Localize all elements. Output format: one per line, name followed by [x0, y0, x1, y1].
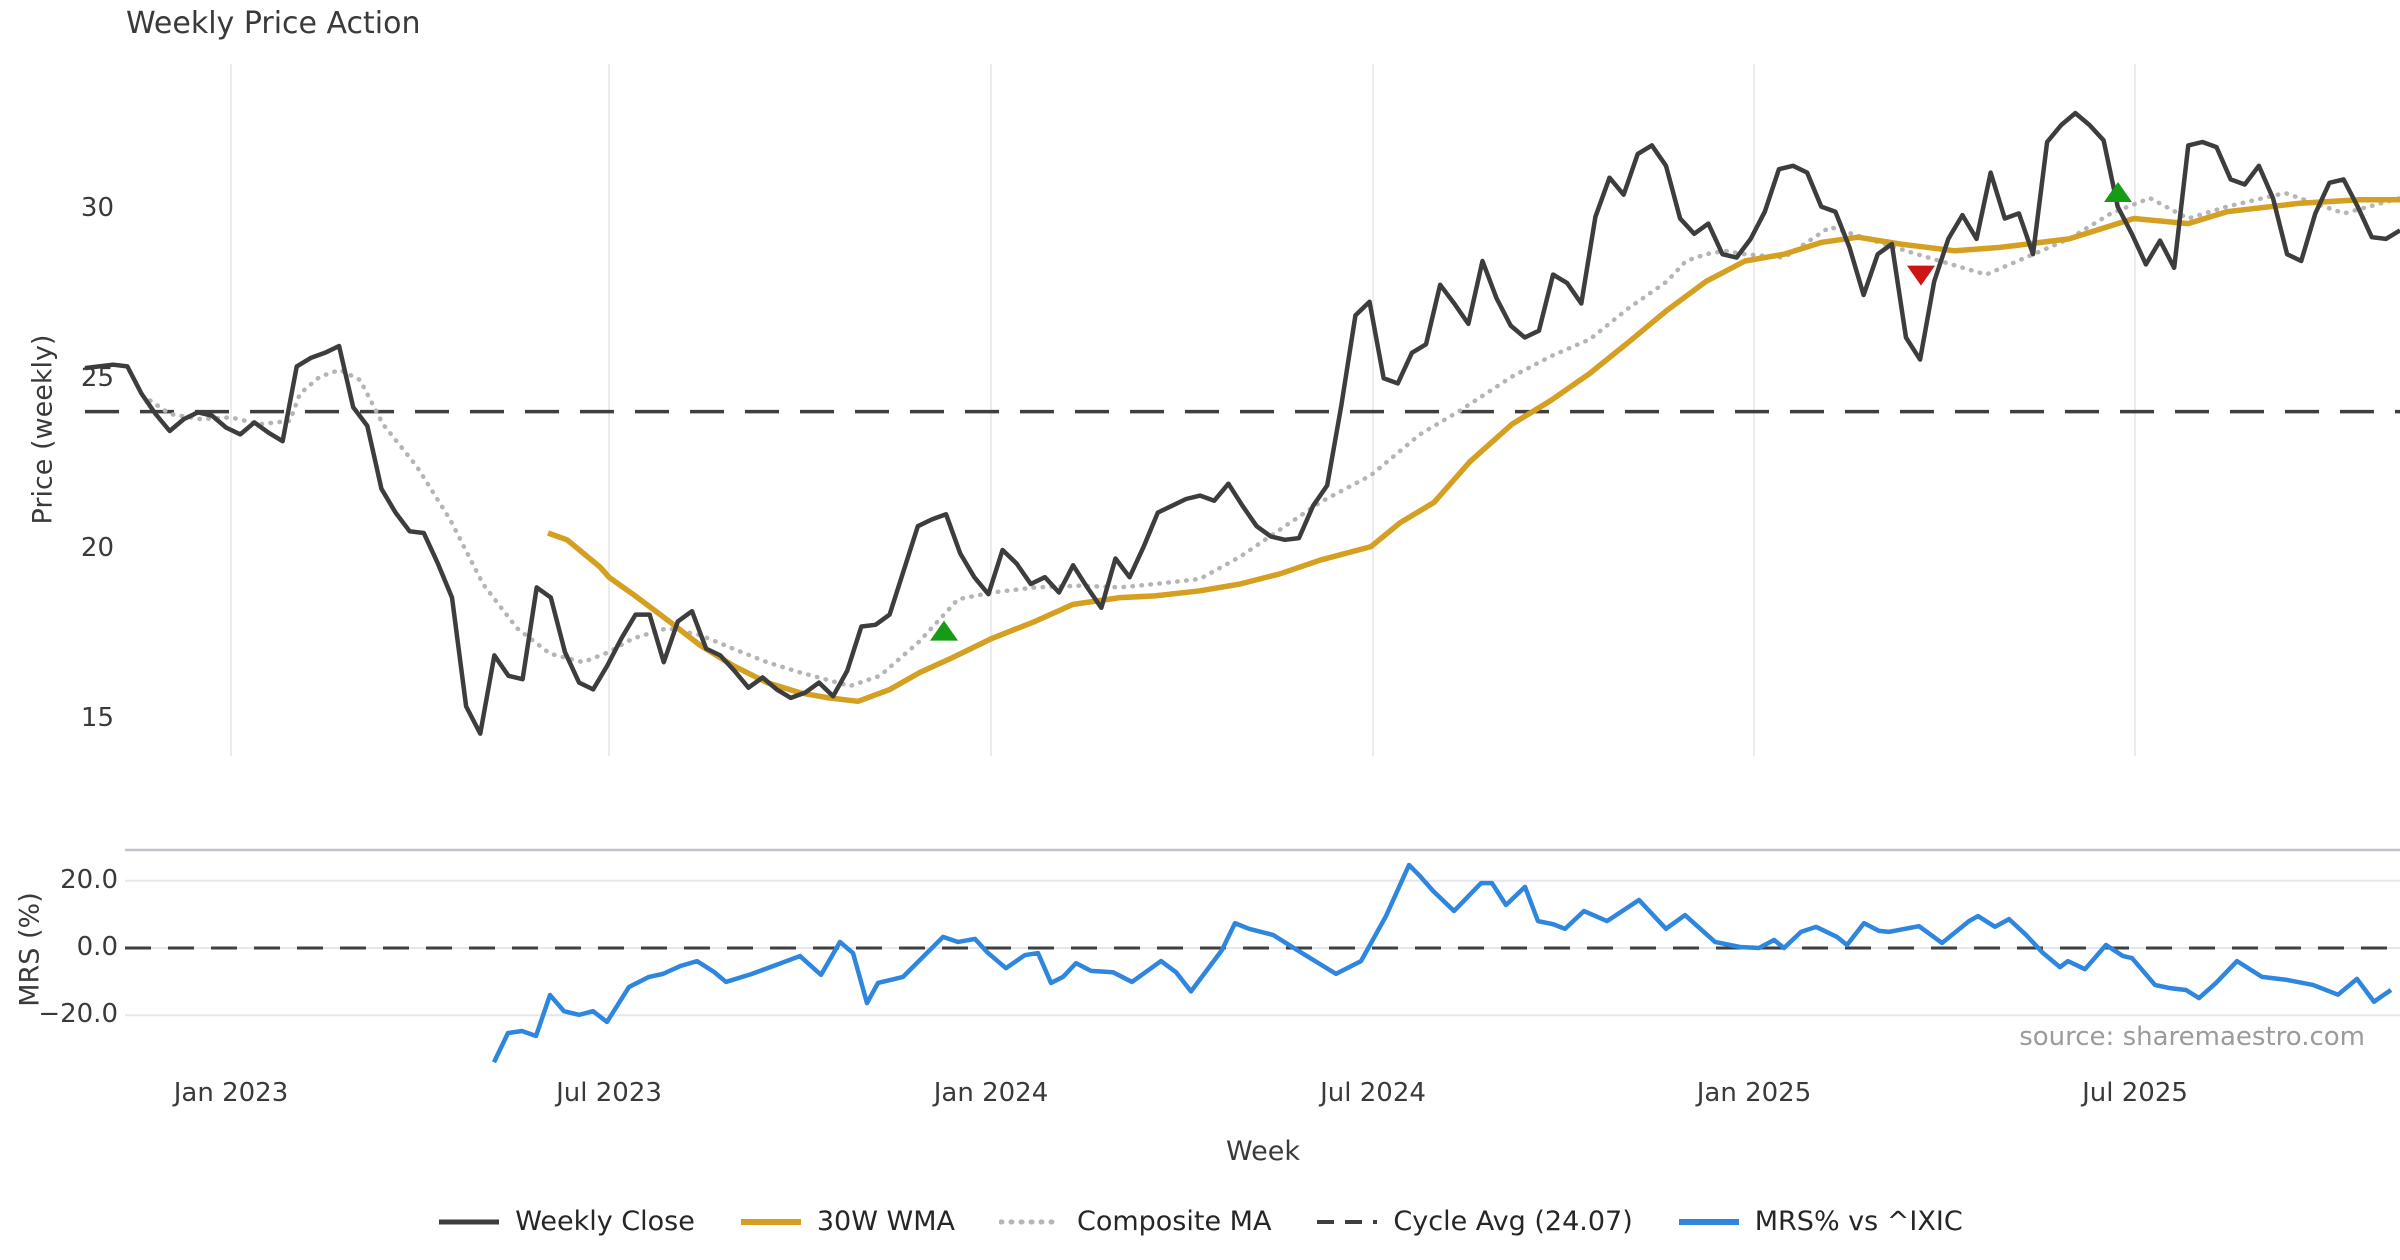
source-note: source: sharemaestro.com	[2019, 1022, 2365, 1052]
price-tick-25: 25	[80, 363, 114, 393]
x-axis-label: Week	[1226, 1136, 1300, 1167]
x-tick-jan-2023: Jan 2023	[173, 1078, 289, 1108]
mrs-tick-neg20: −20.0	[38, 999, 118, 1030]
wma-line-icon	[740, 1218, 801, 1225]
legend-label: Cycle Avg (24.07)	[1393, 1206, 1633, 1237]
legend-item-mrs: MRS% vs ^IXIC	[1677, 1206, 1963, 1237]
chart-title: Weekly Price Action	[126, 6, 421, 41]
legend-item-30w-wma: 30W WMA	[739, 1206, 955, 1237]
legend-item-cycle-avg: Cycle Avg (24.07)	[1315, 1206, 1633, 1237]
legend-label: MRS% vs ^IXIC	[1754, 1206, 1963, 1237]
mrs-axis-label: MRS (%)	[14, 892, 46, 1007]
mrs-tick-0: 0.0	[76, 932, 118, 962]
legend-label: Composite MA	[1076, 1206, 1272, 1237]
legend: Weekly Close 30W WMA Composite MA Cycle …	[0, 1206, 2400, 1237]
legend-label: 30W WMA	[816, 1206, 955, 1237]
price-tick-15: 15	[80, 703, 114, 733]
cycle-avg-line-icon	[1317, 1219, 1378, 1224]
price-tick-30: 30	[80, 193, 114, 223]
legend-item-weekly-close: Weekly Close	[437, 1206, 695, 1237]
composite-ma-line-icon	[998, 1219, 1063, 1224]
x-tick-jan-2024: Jan 2024	[933, 1078, 1049, 1108]
price-axis-label: Price (weekly)	[27, 334, 59, 525]
buy-signal-icon	[930, 620, 958, 641]
mrs-tick-20: 20.0	[60, 864, 118, 895]
price-tick-20: 20	[80, 533, 114, 563]
x-tick-jul-2024: Jul 2024	[1320, 1078, 1426, 1108]
x-tick-jul-2025: Jul 2025	[2082, 1078, 2188, 1108]
buy-signal-icon	[2104, 182, 2132, 202]
legend-label: Weekly Close	[515, 1206, 695, 1237]
legend-item-composite-ma: Composite MA	[998, 1206, 1272, 1237]
sell-signal-icon	[1907, 265, 1935, 286]
x-tick-jan-2025: Jan 2025	[1696, 1078, 1812, 1108]
mrs-line-icon	[1678, 1218, 1739, 1225]
x-tick-jul-2023: Jul 2023	[556, 1078, 662, 1108]
weekly-close-line-icon	[439, 1219, 500, 1224]
